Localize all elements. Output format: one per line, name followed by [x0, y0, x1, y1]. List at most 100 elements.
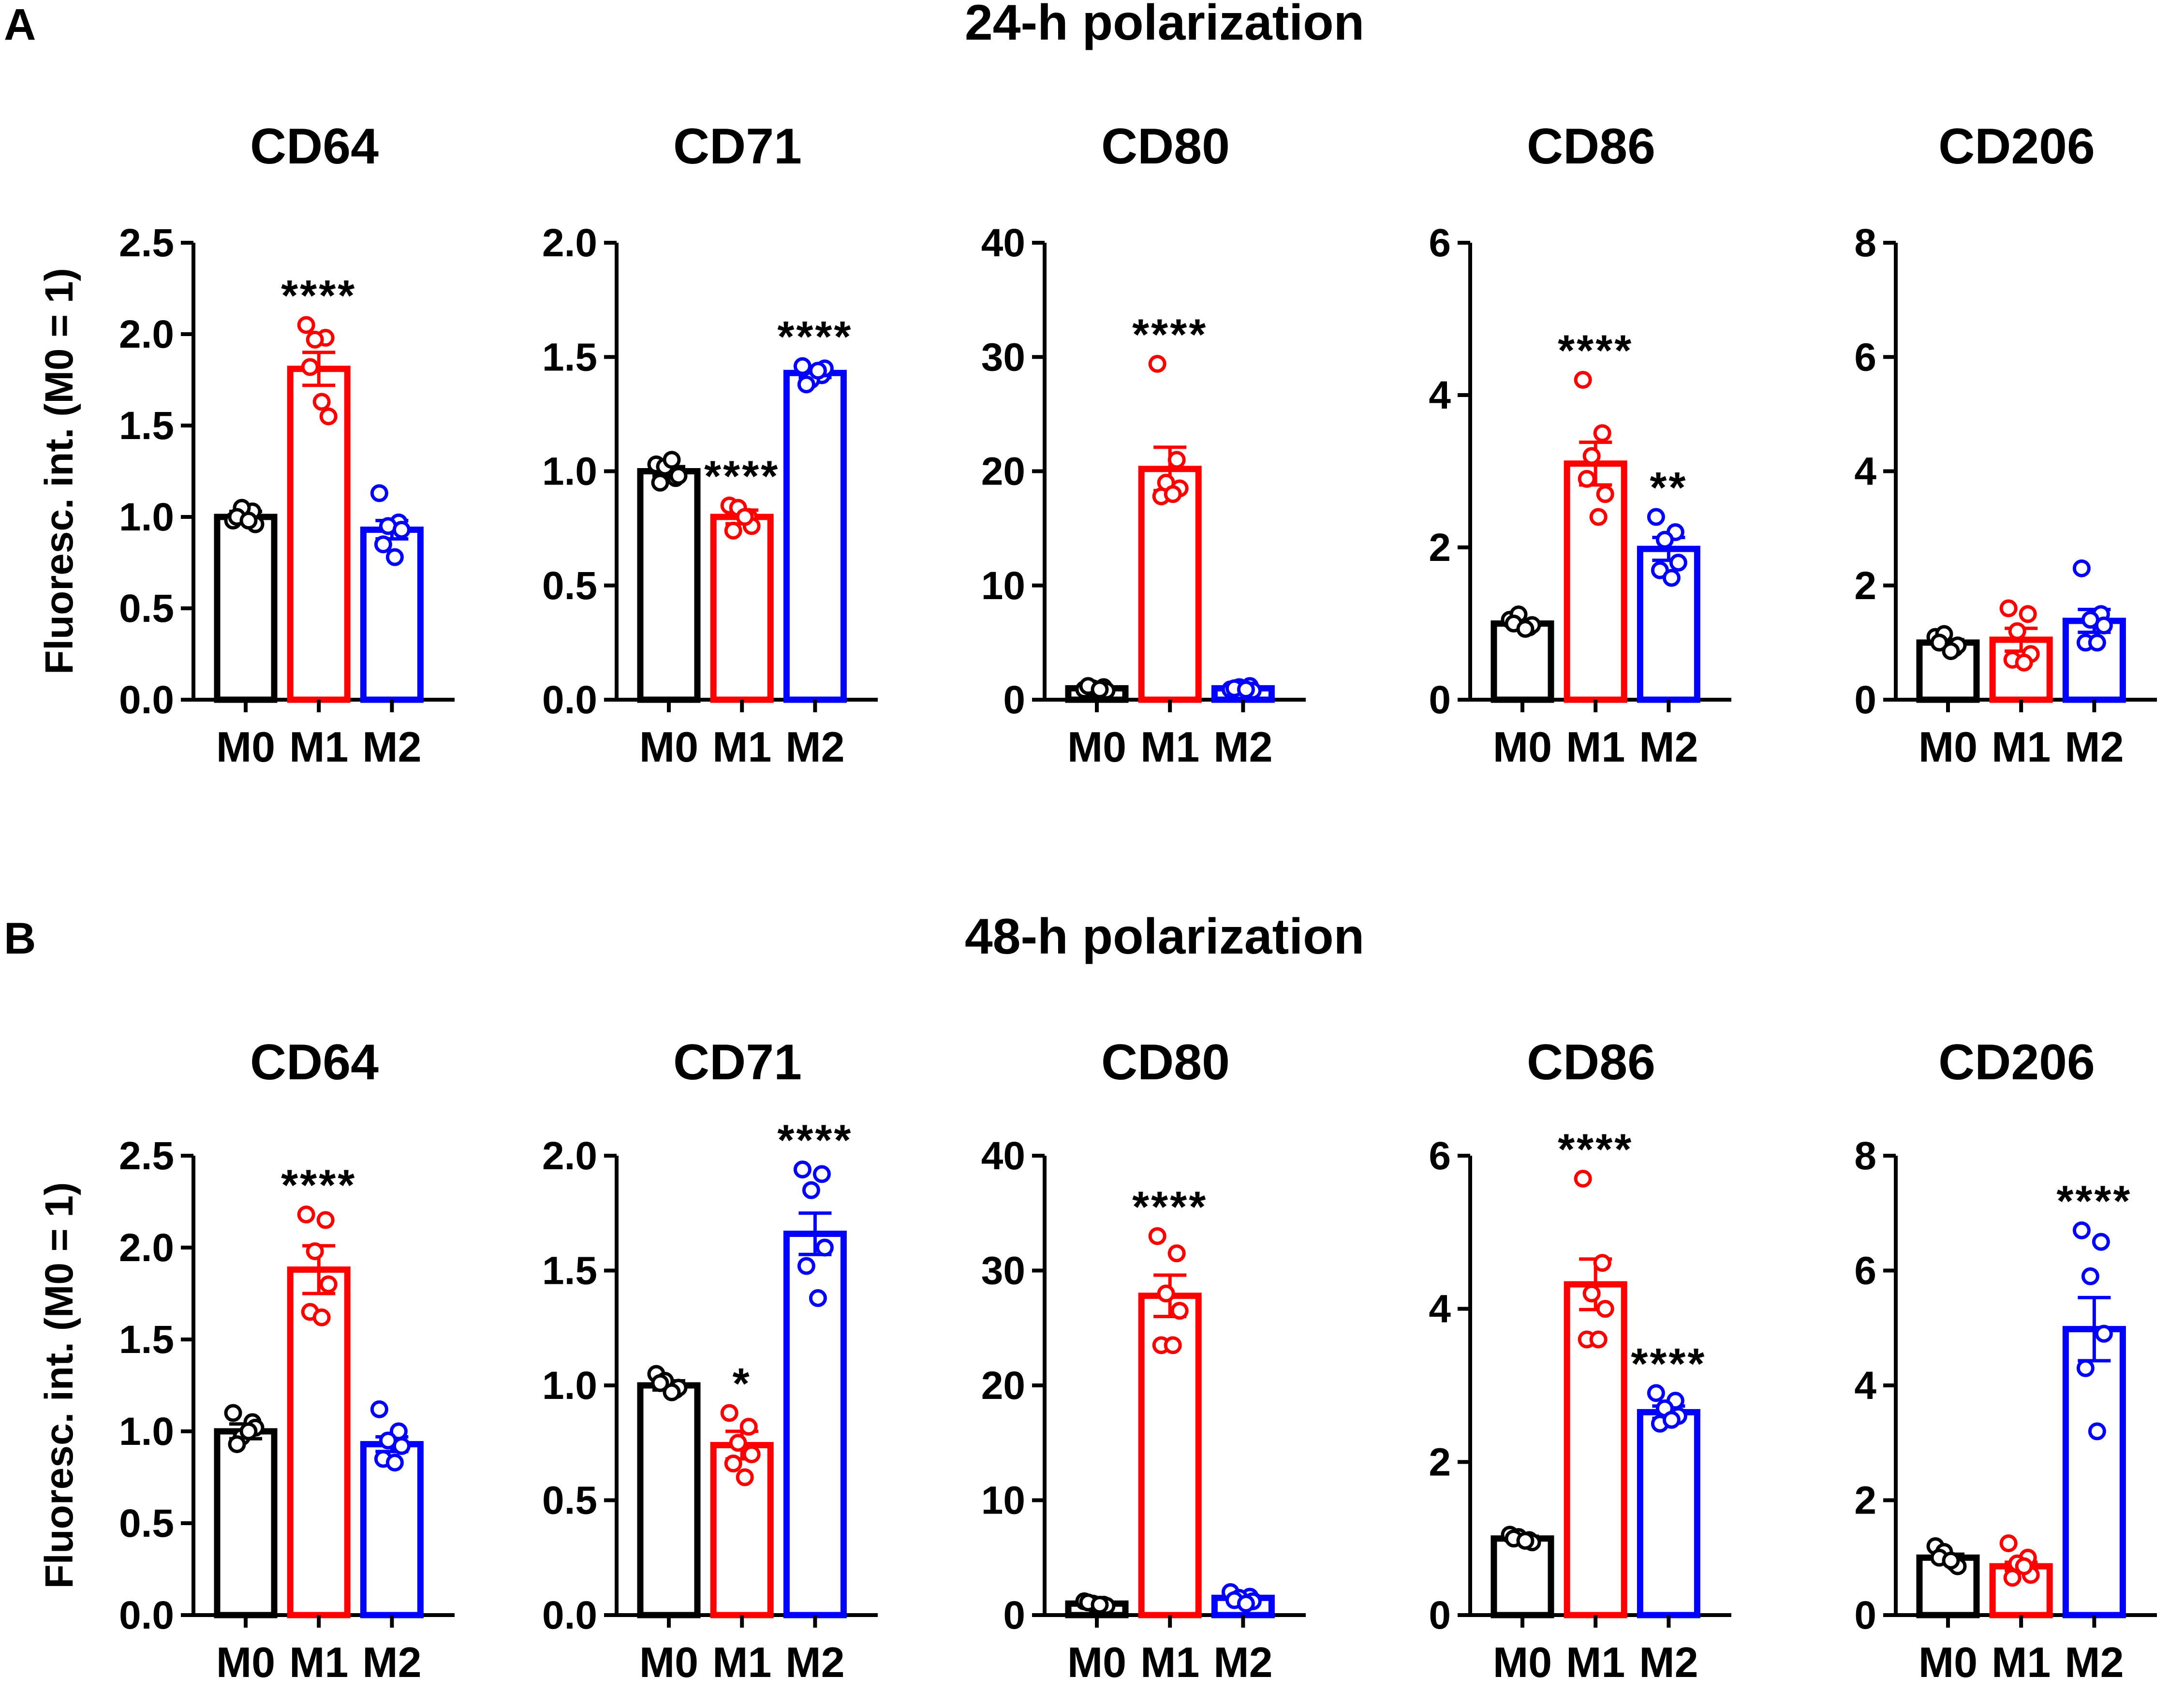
y-tick-label: 4 [1854, 450, 1876, 494]
chart-title: CD86 [1527, 1034, 1655, 1090]
data-point-m0 [1516, 620, 1535, 638]
data-point-m1 [1596, 485, 1614, 503]
data-point-m1 [1574, 371, 1592, 389]
data-point-m1 [319, 1275, 338, 1294]
x-tick-label-m0: M0 [216, 723, 275, 771]
data-point-m1 [739, 1418, 758, 1436]
data-point-m2 [370, 1400, 388, 1418]
data-point-m1 [720, 1404, 738, 1422]
y-tick-label: 0 [1429, 678, 1451, 722]
row-title-a: 24-h polarization [965, 0, 1364, 51]
data-point-m2 [812, 1165, 831, 1183]
bar-m0 [1490, 1535, 1554, 1618]
significance-label: ** [1650, 464, 1687, 512]
y-tick-label: 0.0 [542, 1593, 597, 1637]
data-point-m0 [228, 1435, 246, 1454]
data-point-m1 [1589, 508, 1608, 526]
data-point-m0 [651, 1374, 669, 1392]
significance-label: **** [1631, 1340, 1706, 1388]
data-point-m2 [2092, 1233, 2110, 1251]
data-point-m0 [1516, 1531, 1535, 1550]
data-point-m2 [809, 1289, 827, 1307]
bar-m1 [287, 366, 351, 703]
significance-label: * [733, 1360, 752, 1408]
bar-m0 [214, 514, 278, 703]
y-tick-label: 2.0 [542, 221, 597, 265]
x-tick-label-m0: M0 [639, 723, 698, 771]
data-point-m1 [724, 521, 742, 540]
chart-title: CD64 [250, 118, 379, 175]
data-point-m0 [224, 1404, 242, 1422]
panel-letter-b: B [4, 914, 36, 963]
data-point-m1 [1596, 1300, 1614, 1318]
y-tick-label: 4 [1429, 1287, 1451, 1331]
data-point-m1 [319, 407, 338, 426]
x-tick-label-m0: M0 [1067, 1638, 1126, 1686]
data-point-m2 [374, 535, 392, 554]
data-point-m2 [2072, 1221, 2091, 1239]
data-point-m0 [239, 1422, 258, 1441]
y-tick-label: 0.5 [119, 587, 174, 631]
y-tick-label: 0.0 [119, 1593, 174, 1637]
chart-title: CD71 [673, 118, 802, 175]
data-point-m2 [370, 484, 388, 502]
data-point-m2 [2088, 633, 2106, 652]
data-point-m2 [2072, 559, 2091, 577]
chart-title: CD71 [673, 1034, 802, 1090]
chart-cd86-48h: CD86 0 2 4 6 M0 M1 **** M2 **** [1429, 1034, 1731, 1686]
data-point-m2 [2081, 1267, 2099, 1285]
x-tick-label-m2: M2 [1639, 723, 1698, 771]
x-tick-label-m0: M0 [1493, 723, 1552, 771]
x-tick-label-m1: M1 [1140, 1638, 1199, 1686]
y-tick-label: 40 [981, 221, 1025, 265]
y-tick-label: 6 [1429, 1134, 1451, 1178]
data-point-m1 [736, 1468, 754, 1486]
chart-cd71-48h: CD71 0.0 0.5 1.0 1.5 2.0 M0 M1 * M2 **** [542, 1034, 878, 1686]
y-tick-label: 0.0 [542, 678, 597, 722]
y-tick-label: 2.5 [119, 221, 174, 265]
x-tick-label-m1: M1 [1992, 723, 2051, 771]
chart-cd86-24h: CD86 0 2 4 6 M0 M1 **** M2 ** [1429, 118, 1731, 771]
y-tick-label: 2.5 [119, 1134, 174, 1178]
y-tick-label: 6 [1854, 1249, 1876, 1293]
y-tick-label: 0 [1003, 1593, 1025, 1637]
significance-label: **** [704, 452, 780, 500]
data-point-m1 [1582, 447, 1601, 465]
x-tick-label-m2: M2 [2065, 1638, 2124, 1686]
x-tick-label-m2: M2 [1213, 723, 1272, 771]
x-tick-label-m1: M1 [1992, 1638, 2051, 1686]
bar-m1 [1564, 460, 1627, 703]
row-title-b: 48-h polarization [965, 909, 1364, 965]
y-tick-label: 2.0 [119, 1226, 174, 1270]
data-point-m1 [1578, 470, 1596, 488]
x-tick-label-m2: M2 [2065, 723, 2124, 771]
data-point-m2 [1237, 1594, 1255, 1613]
data-point-m2 [2088, 1422, 2106, 1441]
y-tick-label: 2 [1429, 1440, 1451, 1484]
data-point-m2 [1237, 680, 1255, 699]
y-tick-label: 1.0 [119, 495, 174, 539]
data-point-m2 [1662, 1411, 1681, 1429]
chart-cd206-24h: CD206 0 2 4 6 8 M0 M1 M2 [1854, 118, 2157, 771]
data-point-m1 [1574, 1170, 1592, 1188]
data-point-m2 [797, 375, 815, 394]
data-point-m0 [663, 451, 681, 469]
bar-m0 [637, 1382, 701, 1618]
data-point-m2 [793, 357, 812, 375]
data-point-m2 [385, 548, 404, 566]
y-tick-label: 4 [1854, 1364, 1876, 1408]
data-point-m0 [1091, 1596, 1109, 1614]
y-tick-label: 0 [1854, 1593, 1876, 1637]
y-axis-label: Fluoresc. int. (M0 = 1) [37, 268, 81, 675]
data-point-m2 [809, 362, 827, 380]
x-tick-label-m0: M0 [639, 1638, 698, 1686]
data-point-m1 [729, 1434, 747, 1452]
data-point-m1 [1164, 1336, 1182, 1354]
data-point-m1 [301, 358, 319, 376]
y-tick-label: 0.0 [119, 678, 174, 722]
data-point-m0 [1942, 642, 1960, 661]
significance-label: **** [281, 272, 356, 320]
significance-label: **** [1132, 310, 1208, 359]
significance-label: **** [1132, 1183, 1208, 1231]
data-point-m2 [1669, 554, 1687, 572]
